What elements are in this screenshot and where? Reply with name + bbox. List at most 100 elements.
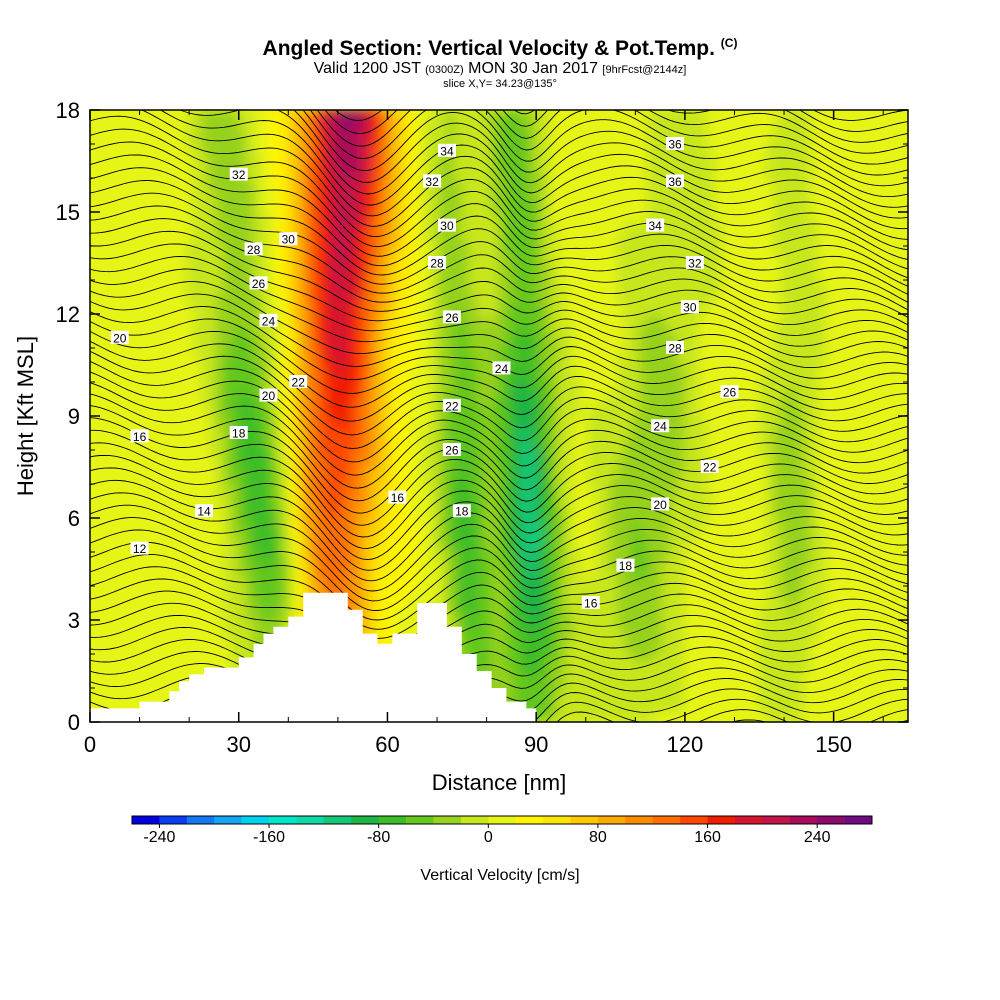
- velocity-cell: [148, 364, 158, 376]
- velocity-cell: [684, 476, 693, 488]
- velocity-cell: [632, 262, 641, 274]
- velocity-cell: [334, 272, 344, 284]
- velocity-cell: [699, 191, 708, 203]
- velocity-cell: [134, 150, 143, 162]
- velocity-cell: [245, 456, 255, 468]
- velocity-cell: [372, 262, 381, 274]
- velocity-cell: [431, 568, 441, 580]
- velocity-cell: [96, 129, 106, 142]
- velocity-cell: [662, 150, 671, 162]
- velocity-cell: [223, 660, 232, 672]
- velocity-cell: [699, 282, 708, 295]
- velocity-cell: [483, 476, 493, 488]
- velocity-cell: [610, 221, 619, 233]
- velocity-cell: [260, 150, 269, 162]
- velocity-cell: [90, 670, 98, 682]
- velocity-cell: [662, 303, 671, 315]
- velocity-cell: [543, 425, 552, 437]
- velocity-cell: [491, 405, 500, 417]
- velocity-cell: [572, 497, 582, 509]
- velocity-cell: [305, 344, 314, 356]
- velocity-cell: [543, 476, 552, 488]
- velocity-cell: [565, 517, 574, 529]
- velocity-cell: [282, 140, 292, 152]
- velocity-cell: [186, 395, 195, 407]
- velocity-cell: [684, 231, 693, 244]
- velocity-cell: [201, 446, 210, 458]
- velocity-cell: [416, 211, 426, 223]
- velocity-cell: [282, 395, 292, 407]
- velocity-cell: [684, 415, 693, 427]
- velocity-cell: [364, 486, 374, 499]
- velocity-cell: [617, 272, 626, 284]
- velocity-cell: [498, 517, 507, 529]
- velocity-cell: [104, 486, 113, 499]
- velocity-cell: [148, 517, 158, 529]
- velocity-cell: [171, 201, 180, 213]
- velocity-cell: [535, 129, 545, 142]
- velocity-cell: [409, 333, 418, 346]
- velocity-cell: [111, 262, 121, 274]
- velocity-cell: [156, 364, 165, 376]
- velocity-cell: [520, 537, 530, 550]
- velocity-cell: [565, 701, 574, 713]
- velocity-cell: [476, 456, 485, 468]
- velocity-cell: [572, 476, 582, 488]
- velocity-cell: [386, 354, 396, 366]
- velocity-cell: [171, 140, 180, 152]
- velocity-cell: [312, 303, 322, 315]
- velocity-cell: [126, 354, 136, 366]
- velocity-cell: [349, 313, 359, 325]
- velocity-cell: [156, 537, 165, 550]
- velocity-cell: [245, 303, 255, 315]
- velocity-cell: [535, 629, 545, 641]
- velocity-cell: [379, 384, 388, 397]
- velocity-cell: [357, 548, 366, 560]
- velocity-cell: [342, 405, 351, 417]
- velocity-cell: [543, 568, 552, 580]
- velocity-cell: [171, 129, 180, 142]
- velocity-cell: [163, 629, 173, 641]
- velocity-cell: [156, 323, 165, 335]
- velocity-cell: [342, 201, 351, 213]
- velocity-cell: [595, 701, 604, 713]
- velocity-cell: [453, 231, 463, 244]
- velocity-cell: [439, 110, 448, 121]
- velocity-cell: [654, 201, 664, 213]
- velocity-cell: [297, 588, 307, 601]
- velocity-cell: [223, 313, 232, 325]
- velocity-cell: [156, 201, 165, 213]
- velocity-cell: [468, 313, 478, 325]
- velocity-cell: [550, 497, 559, 509]
- velocity-cell: [104, 119, 113, 131]
- velocity-cell: [126, 558, 136, 570]
- velocity-cell: [141, 160, 150, 172]
- velocity-cell: [253, 415, 262, 427]
- velocity-cell: [453, 201, 463, 213]
- velocity-cell: [275, 303, 284, 315]
- velocity-cell: [617, 680, 626, 692]
- velocity-cell: [565, 119, 574, 131]
- velocity-cell: [461, 384, 470, 397]
- velocity-cell: [171, 435, 180, 448]
- velocity-cell: [171, 486, 180, 499]
- velocity-cell: [550, 282, 559, 295]
- velocity-cell: [491, 425, 500, 437]
- velocity-cell: [543, 242, 552, 254]
- velocity-cell: [394, 599, 403, 611]
- velocity-cell: [505, 110, 515, 121]
- velocity-cell: [163, 272, 173, 284]
- velocity-cell: [580, 140, 589, 152]
- velocity-cell: [238, 323, 247, 335]
- velocity-cell: [260, 211, 269, 223]
- velocity-cell: [90, 405, 98, 417]
- velocity-cell: [223, 456, 232, 468]
- velocity-cell: [617, 211, 626, 223]
- velocity-cell: [513, 486, 522, 499]
- velocity-cell: [446, 211, 455, 223]
- velocity-cell: [691, 354, 701, 366]
- velocity-cell: [297, 129, 307, 142]
- velocity-cell: [282, 313, 292, 325]
- velocity-cell: [379, 231, 388, 244]
- velocity-cell: [461, 578, 470, 590]
